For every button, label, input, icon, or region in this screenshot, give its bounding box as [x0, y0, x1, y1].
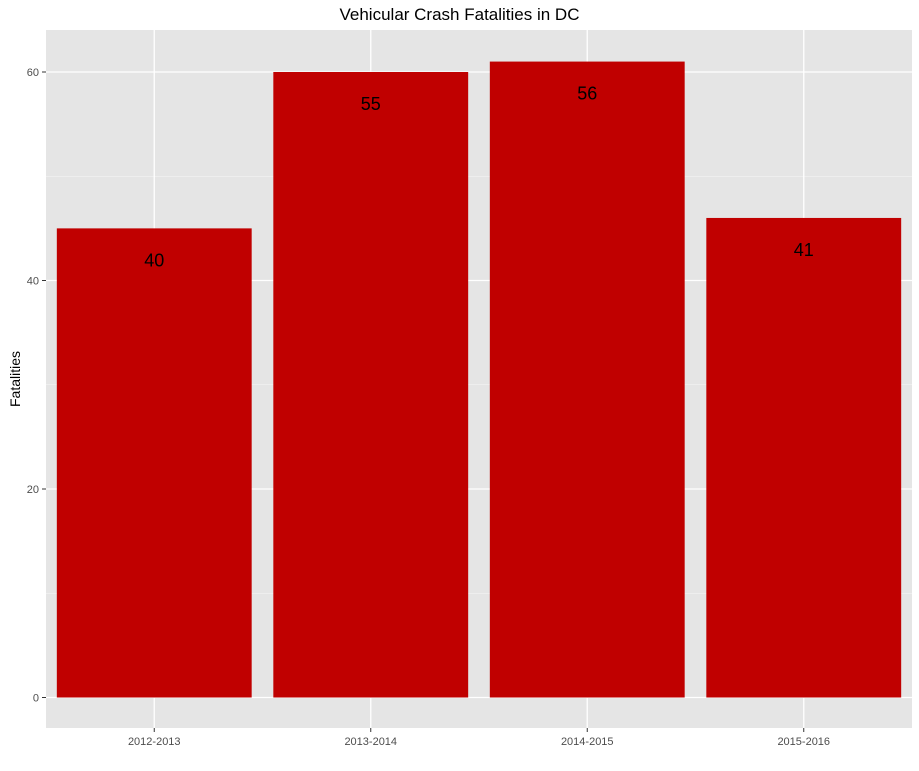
x-axis: 2012-2013 2013-2014 2014-2015 2015-2016 — [128, 728, 830, 748]
data-label: 55 — [361, 94, 381, 114]
y-axis: 0 20 40 60 — [27, 67, 46, 705]
y-tick-label: 40 — [27, 276, 39, 288]
data-label: 41 — [794, 240, 814, 260]
y-tick-label: 60 — [27, 67, 39, 79]
y-tick-label: 0 — [33, 693, 39, 705]
x-tick-label: 2014-2015 — [561, 736, 614, 748]
bar — [489, 61, 685, 698]
data-label: 40 — [144, 250, 164, 270]
data-label: 56 — [577, 84, 597, 104]
bar — [273, 72, 469, 698]
bars — [56, 61, 902, 698]
bar — [706, 217, 902, 698]
y-axis-label: Fatalities — [7, 351, 23, 407]
x-tick-label: 2012-2013 — [128, 736, 181, 748]
y-tick-label: 20 — [27, 484, 39, 496]
chart-title: Vehicular Crash Fatalities in DC — [339, 5, 580, 24]
data-labels: 40 55 56 41 — [144, 84, 814, 271]
bar — [56, 228, 252, 698]
x-tick-label: 2013-2014 — [344, 736, 397, 748]
x-tick-label: 2015-2016 — [777, 736, 830, 748]
